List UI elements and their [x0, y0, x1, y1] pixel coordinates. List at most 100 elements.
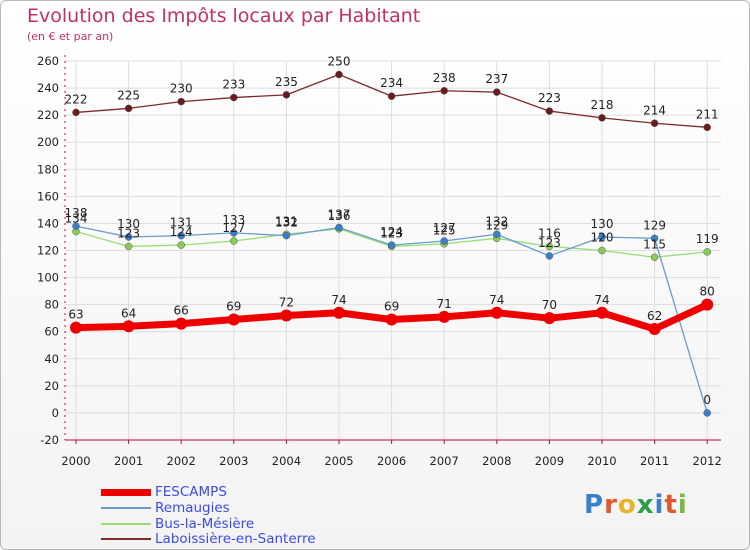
x-tick-label: 2010 [587, 454, 616, 468]
data-label: 80 [700, 285, 715, 299]
chart-subtitle: (en € et par an) [27, 30, 114, 43]
data-point [545, 242, 554, 251]
data-label: 119 [696, 232, 719, 246]
data-label: 74 [489, 293, 504, 307]
y-tick-label: 220 [37, 108, 59, 122]
data-label: 233 [222, 78, 245, 92]
legend-swatch-remaugies [101, 507, 151, 509]
data-label: 127 [433, 221, 456, 235]
data-point [335, 223, 343, 232]
data-label: 123 [380, 226, 403, 240]
data-label: 69 [384, 300, 399, 314]
data-label: 127 [222, 221, 245, 235]
data-label: 222 [65, 92, 88, 106]
data-point [703, 123, 711, 132]
data-point [650, 234, 659, 243]
x-tick-label: 2007 [430, 454, 459, 468]
data-point [124, 242, 133, 251]
data-point [72, 108, 80, 117]
data-point [701, 298, 714, 311]
data-label: 131 [170, 216, 193, 230]
logo-letter: i [654, 490, 665, 520]
data-point [543, 312, 556, 325]
data-label: 129 [485, 218, 508, 232]
data-label: 218 [591, 98, 614, 112]
data-point [387, 92, 396, 100]
data-point [230, 93, 238, 102]
logo-letter: P [584, 490, 605, 520]
data-point [230, 237, 238, 245]
data-point [598, 246, 606, 255]
data-point [545, 252, 554, 260]
data-point [703, 248, 711, 256]
data-point [175, 317, 188, 330]
data-label: 223 [538, 91, 561, 105]
x-tick-label: 2009 [535, 454, 564, 468]
legend-label-bus-la-mesiere: Bus-la-Mésière [155, 516, 255, 532]
data-label: 133 [222, 213, 245, 227]
data-point [177, 231, 185, 240]
logo-letter: r [604, 490, 618, 520]
x-tick-label: 2004 [272, 454, 301, 468]
data-label: 238 [433, 71, 456, 85]
x-tick-label: 2005 [324, 454, 353, 468]
data-point [493, 88, 501, 96]
data-point [440, 87, 448, 95]
data-label: 66 [174, 304, 189, 318]
data-point [177, 97, 185, 106]
logo-letter: x [636, 490, 655, 520]
y-tick-label: 20 [44, 379, 59, 393]
y-tick-label: 140 [37, 216, 59, 230]
data-point [385, 313, 398, 326]
y-tick-label: 160 [37, 189, 59, 203]
y-tick-label: 200 [37, 135, 59, 149]
data-label: 131 [275, 214, 298, 228]
data-label: 235 [275, 75, 298, 89]
chart-title: Evolution des Impôts locaux par Habitant [27, 5, 421, 27]
y-tick-label: 260 [37, 54, 59, 68]
legend-item-laboissiere: Laboissière-en-Santerre [101, 531, 316, 547]
data-point [227, 313, 240, 326]
y-tick-label: 120 [37, 244, 59, 258]
x-tick-label: 2001 [114, 454, 143, 468]
x-tick-label: 2006 [377, 454, 406, 468]
data-point [387, 241, 396, 249]
data-point [650, 253, 659, 262]
data-point [230, 229, 238, 237]
data-label: 136 [328, 209, 351, 223]
data-label: 214 [643, 103, 666, 117]
data-point [124, 104, 133, 113]
data-point [177, 241, 185, 249]
logo-letter: o [617, 490, 637, 520]
y-tick-label: 100 [37, 271, 59, 285]
data-point [122, 320, 135, 333]
data-label: 234 [380, 76, 403, 90]
data-point [598, 233, 606, 241]
data-point [72, 222, 80, 230]
y-tick-label: 180 [37, 162, 59, 176]
data-point [490, 306, 503, 319]
legend-item-bus-la-mesiere: Bus-la-Mésière [101, 516, 254, 532]
legend-label-remaugies: Remaugies [155, 500, 230, 516]
data-point [703, 409, 711, 417]
legend-label-fescamps: FESCAMPS [155, 484, 227, 500]
data-point [545, 107, 554, 115]
x-tick-label: 2012 [693, 454, 722, 468]
data-label: 123 [538, 236, 561, 250]
y-tick-label: -20 [40, 433, 59, 447]
data-label: 123 [117, 226, 140, 240]
data-point [280, 309, 293, 322]
data-label: 74 [594, 293, 609, 307]
data-point [650, 119, 659, 128]
data-label: 115 [643, 237, 666, 251]
data-label: 250 [328, 55, 351, 69]
data-label: 70 [542, 298, 557, 312]
data-label: 237 [485, 72, 508, 86]
data-label: 211 [696, 107, 719, 121]
y-tick-label: 80 [44, 298, 59, 312]
x-tick-label: 2008 [482, 454, 511, 468]
data-label: 69 [226, 300, 241, 314]
y-tick-label: 0 [52, 406, 59, 420]
data-label: 62 [647, 309, 662, 323]
